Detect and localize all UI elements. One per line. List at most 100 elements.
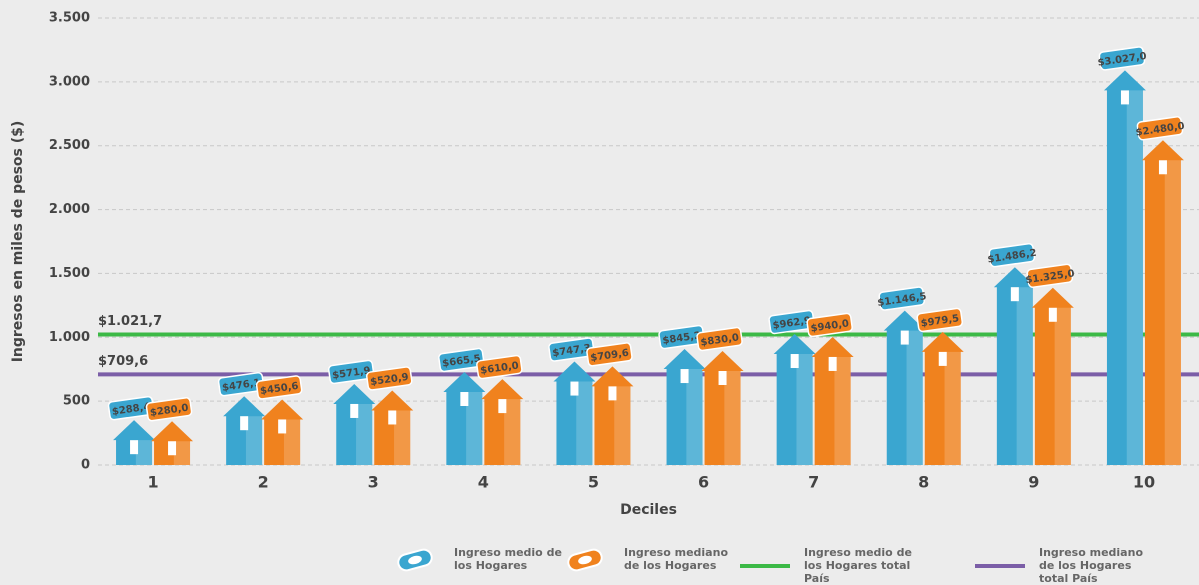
- x-tick-label: 5: [588, 473, 599, 492]
- legend-swatch: [740, 563, 790, 568]
- door: [718, 370, 727, 385]
- x-tick-label: 10: [1133, 473, 1155, 492]
- value-label: $845,2: [662, 330, 702, 346]
- bar-shade: [944, 349, 961, 465]
- roof: [333, 383, 376, 404]
- door: [1010, 287, 1019, 302]
- value-tag: $940,0: [806, 312, 853, 338]
- door: [608, 386, 617, 401]
- value-tag-bg: [806, 312, 853, 338]
- value-tag: $665,5: [438, 347, 485, 373]
- roof: [1141, 140, 1184, 161]
- legend-item: Ingreso mediano de los Hogares total Paí…: [975, 546, 1159, 585]
- bar: [1034, 305, 1071, 465]
- bar-shade: [614, 384, 631, 465]
- value-label: $571,9: [332, 365, 372, 381]
- door: [828, 356, 837, 371]
- value-tag: $830,0: [696, 326, 743, 352]
- value-label: $830,0: [700, 332, 740, 348]
- bar: [924, 349, 961, 465]
- bar: [776, 352, 813, 465]
- roof: [701, 350, 744, 371]
- bar-shade: [394, 408, 411, 465]
- legend-label: Ingreso medio de los Hogares: [454, 546, 562, 572]
- y-tick-label: 2.500: [49, 138, 90, 153]
- legend-swatch: [397, 548, 433, 572]
- door: [130, 440, 139, 455]
- value-tag-bg: [438, 347, 485, 373]
- value-tag-bg: [476, 354, 523, 380]
- bar-shade: [356, 401, 373, 465]
- value-tag-bg: [878, 286, 926, 311]
- value-tag: $520,9: [365, 366, 413, 391]
- y-tick-label: 2.000: [49, 202, 90, 217]
- value-tag: $979,5: [916, 307, 964, 333]
- door: [1120, 90, 1129, 105]
- value-tag-bg: [1098, 46, 1146, 71]
- door: [938, 351, 947, 366]
- door: [1048, 307, 1057, 322]
- bar-shade: [724, 368, 741, 465]
- roof: [371, 390, 414, 411]
- value-tag-bg: [1136, 116, 1184, 141]
- roof: [443, 372, 486, 393]
- y-tick-label: 1.500: [49, 266, 90, 281]
- bar: [814, 354, 851, 465]
- bar: [996, 285, 1033, 465]
- door: [790, 354, 799, 369]
- bar-shade: [576, 379, 593, 465]
- x-axis-label: Deciles: [620, 502, 677, 518]
- x-tick-label: 4: [478, 473, 489, 492]
- roof: [553, 361, 596, 382]
- roof: [993, 267, 1036, 288]
- roof: [773, 334, 816, 355]
- value-label: $962,9: [772, 315, 812, 331]
- value-tag: $1.325,0: [1025, 263, 1075, 288]
- value-tag: $280,0: [145, 397, 193, 422]
- roof: [261, 399, 304, 420]
- value-tag-bg: [916, 307, 964, 333]
- roof: [591, 366, 634, 387]
- value-tag-bg: [255, 375, 303, 400]
- value-label: $450,6: [259, 381, 299, 397]
- door: [1158, 160, 1167, 175]
- roof: [1031, 287, 1074, 308]
- x-tick-label: 8: [918, 473, 929, 492]
- bar-shade: [834, 354, 851, 465]
- value-label: $520,9: [370, 372, 410, 388]
- bar-shade: [283, 417, 301, 465]
- value-label: $280,0: [149, 403, 189, 419]
- legend-icon-hole: [578, 555, 592, 565]
- value-tag: $709,6: [586, 342, 633, 367]
- reference-label: $709,6: [98, 354, 148, 369]
- bar: [1106, 88, 1143, 465]
- door: [388, 410, 397, 425]
- bar-shade: [173, 439, 191, 465]
- value-tag: $476,1: [217, 371, 265, 397]
- roof: [883, 310, 926, 331]
- roof: [223, 396, 266, 417]
- y-tick-label: 3.500: [49, 11, 90, 26]
- value-label: $709,6: [590, 348, 630, 364]
- bar-shade: [686, 367, 703, 465]
- value-label: $610,0: [480, 360, 520, 376]
- bar-shade: [1054, 305, 1071, 465]
- value-tag: $845,2: [658, 324, 705, 350]
- value-tag-bg: [365, 366, 413, 391]
- value-tag: $2.480,0: [1135, 116, 1185, 141]
- roof: [1103, 70, 1146, 91]
- x-tick-label: 6: [698, 473, 709, 492]
- value-label: $747,3: [552, 343, 592, 359]
- value-label: $476,1: [221, 378, 261, 394]
- value-tag-bg: [548, 337, 595, 362]
- value-tag: $571,9: [327, 359, 375, 385]
- bar-shade: [796, 352, 813, 465]
- door: [278, 419, 287, 434]
- value-label: $665,5: [442, 353, 482, 369]
- roof: [811, 336, 854, 357]
- value-tag: $3.027,0: [1097, 46, 1147, 71]
- roof: [921, 331, 964, 352]
- value-label: $979,5: [920, 313, 960, 329]
- door: [350, 403, 359, 418]
